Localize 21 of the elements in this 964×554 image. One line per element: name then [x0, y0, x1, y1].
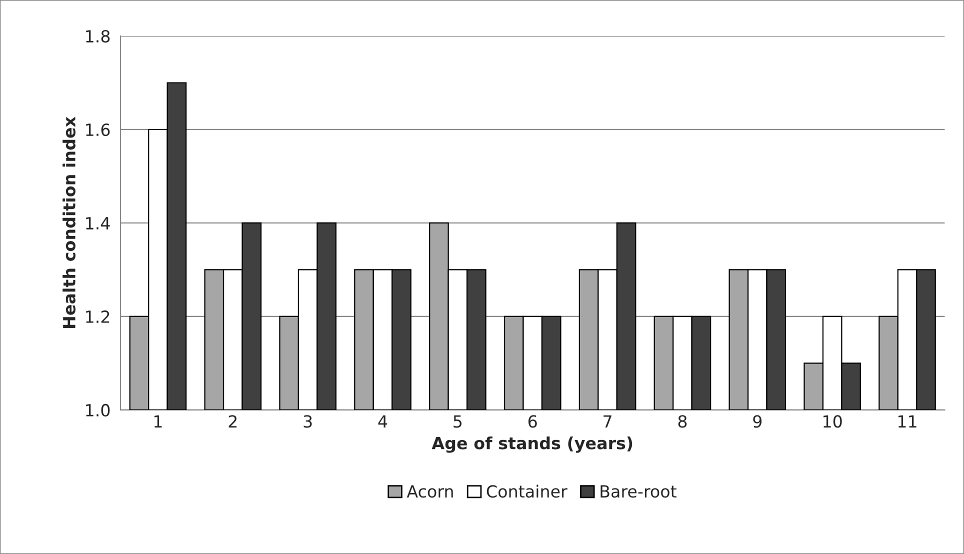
- x-tick-label: 5: [454, 415, 462, 428]
- x-tick-label: 3: [304, 415, 312, 428]
- y-tick-label: 1.6: [86, 123, 110, 136]
- x-tick-label: 11: [898, 415, 916, 428]
- y-tick-label: 1.2: [86, 310, 110, 323]
- x-tick-label: 6: [528, 415, 537, 428]
- x-tick-label: 2: [228, 415, 237, 428]
- y-axis-title: Health condition index: [62, 116, 76, 328]
- x-tick-label: 10: [824, 415, 842, 428]
- legend-label: Container: [486, 484, 568, 498]
- y-tick-label: 1.8: [86, 30, 110, 43]
- y-tick-label: 1.0: [86, 404, 110, 417]
- legend-label: Acorn: [406, 485, 453, 498]
- x-axis-title: Age of stands (years): [432, 436, 632, 453]
- x-tick-label: 1: [154, 415, 162, 428]
- x-tick-label: 9: [753, 415, 762, 428]
- x-tick-label: 8: [678, 415, 687, 428]
- x-tick-label: 4: [378, 415, 388, 428]
- y-tick-label: 1.4: [86, 217, 110, 230]
- legend-label: Bare-root: [600, 485, 676, 498]
- x-tick-label: 7: [604, 415, 612, 428]
